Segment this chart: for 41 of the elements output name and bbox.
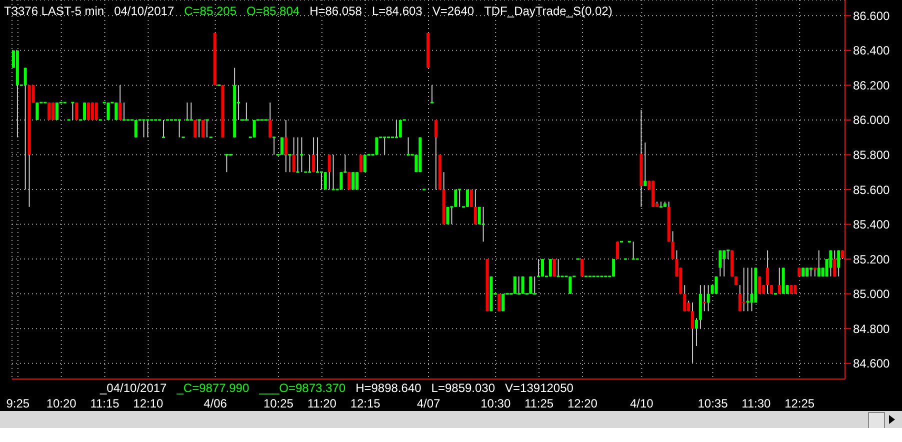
- x-tick-label: 4/10: [630, 396, 654, 411]
- y-tick-label: 86.600: [853, 8, 890, 23]
- annotation: C=85.205: [184, 4, 237, 18]
- annotation: H=86.058: [310, 4, 362, 18]
- x-tick-label: 11:15: [90, 396, 120, 411]
- y-tick-label: 85.000: [853, 287, 890, 302]
- y-tick-label: 86.000: [853, 113, 890, 128]
- y-tick-label: 84.800: [853, 322, 890, 336]
- y-tick-label: 85.600: [853, 182, 890, 197]
- y-tick-label: 85.400: [853, 218, 890, 232]
- y-tick-label: 85.800: [853, 148, 890, 162]
- text: V=13912050: [505, 381, 574, 395]
- annotation: L=84.603: [372, 4, 422, 18]
- x-tick-label: 12:10: [133, 396, 164, 411]
- x-tick-label: 11:30: [742, 396, 772, 411]
- x-tick-label: 11:20: [307, 396, 337, 411]
- text: ___O=9873.370: [259, 381, 346, 395]
- y-tick-label: 84.600: [853, 356, 890, 371]
- text: L=9859.030: [431, 381, 496, 395]
- text: H=9898.640: [356, 381, 422, 395]
- chart-title: T3376 LAST-5 min: [4, 4, 104, 18]
- x-tick-label: 4/06: [204, 396, 228, 411]
- y-tick-label: 85.200: [853, 252, 890, 266]
- x-tick-label: 10:35: [698, 396, 728, 411]
- x-tick-label: 9:25: [6, 396, 30, 411]
- chart-subtitle: 04/10/2017: [114, 4, 174, 18]
- x-tick-label: 11:25: [524, 396, 554, 411]
- x-tick-label: 12:25: [784, 396, 815, 411]
- x-tick-label: 10:20: [46, 396, 77, 411]
- y-tick-label: 86.200: [853, 78, 890, 92]
- x-tick-label: 4/07: [416, 396, 440, 411]
- annotation: TDF_DayTrade_S(0.02): [484, 4, 612, 18]
- x-tick-label: 10:30: [480, 396, 511, 411]
- y-tick-label: 86.400: [853, 44, 890, 58]
- text: _C=9877.990: [176, 381, 250, 395]
- x-tick-label: 12:15: [350, 396, 381, 411]
- annotation: O=85.804: [246, 4, 300, 18]
- x-tick-label: 12:20: [567, 396, 598, 411]
- text: _04/10/2017: [100, 381, 167, 395]
- x-tick-label: 10:25: [263, 396, 294, 411]
- annotation: V=2640: [432, 4, 474, 18]
